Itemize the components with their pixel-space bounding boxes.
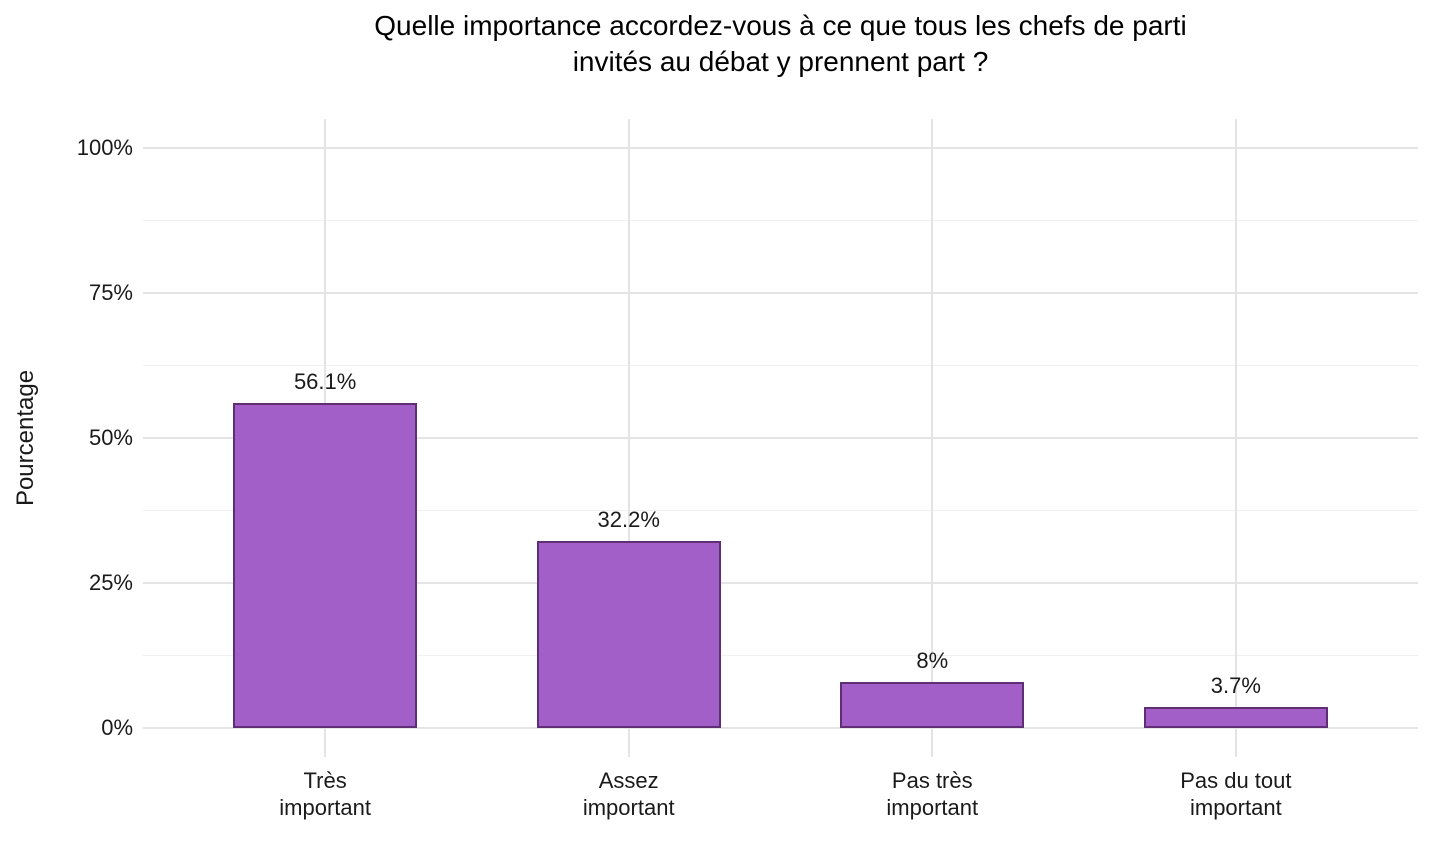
category-gridline — [627, 119, 630, 757]
bar — [840, 681, 1025, 728]
category-gridline — [931, 119, 934, 757]
bar — [536, 541, 721, 728]
bar-value-label: 3.7% — [1210, 672, 1261, 698]
x-category-label: Pas du tout important — [1180, 768, 1292, 820]
major-gridline — [143, 292, 1418, 294]
minor-gridline — [143, 220, 1418, 221]
bar — [1143, 706, 1328, 728]
minor-gridline — [143, 655, 1418, 656]
minor-gridline — [143, 510, 1418, 511]
x-category-label: Assez important — [582, 768, 675, 820]
bar-value-label: 32.2% — [597, 507, 660, 533]
category-gridline — [1234, 119, 1237, 757]
chart-title: Quelle importance accordez-vous à ce que… — [374, 10, 1187, 77]
minor-gridline — [143, 365, 1418, 366]
bar-value-label: 56.1% — [293, 368, 357, 394]
y-tick-label: 0% — [101, 715, 133, 740]
y-tick-label: 100% — [76, 135, 133, 160]
bar-value-label: 8% — [916, 647, 949, 673]
x-category-label: Pas très important — [886, 768, 979, 820]
y-tick-label: 25% — [88, 570, 133, 595]
major-gridline — [143, 147, 1418, 149]
major-gridline — [143, 437, 1418, 439]
bar — [233, 402, 418, 728]
y-tick-label: 75% — [88, 280, 133, 305]
plot-panel: 56.1% 32.2% 8% 3.7% — [143, 119, 1418, 757]
major-gridline — [143, 727, 1418, 729]
y-tick-label: 50% — [88, 425, 133, 450]
x-category-label: Très important — [279, 768, 371, 820]
major-gridline — [143, 582, 1418, 584]
